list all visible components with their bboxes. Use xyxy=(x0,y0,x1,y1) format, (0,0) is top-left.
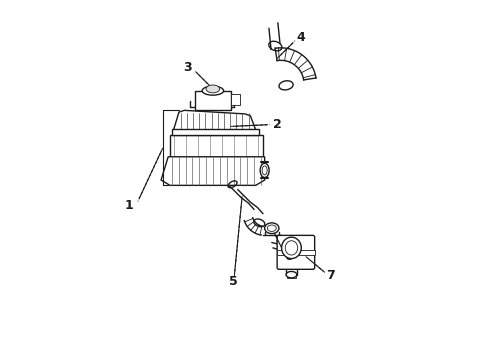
FancyBboxPatch shape xyxy=(231,94,240,105)
Ellipse shape xyxy=(206,85,220,93)
Text: 7: 7 xyxy=(326,269,335,282)
FancyBboxPatch shape xyxy=(277,249,315,255)
Text: 4: 4 xyxy=(296,31,305,44)
Polygon shape xyxy=(161,157,265,185)
Text: 5: 5 xyxy=(229,275,238,288)
Text: 6: 6 xyxy=(284,250,293,263)
Ellipse shape xyxy=(202,86,223,95)
Text: 3: 3 xyxy=(184,61,192,74)
Ellipse shape xyxy=(260,163,269,177)
Ellipse shape xyxy=(265,223,279,234)
FancyBboxPatch shape xyxy=(287,273,296,278)
Ellipse shape xyxy=(282,237,301,258)
Text: 2: 2 xyxy=(273,118,282,131)
FancyBboxPatch shape xyxy=(170,135,263,157)
FancyBboxPatch shape xyxy=(172,129,259,135)
Polygon shape xyxy=(173,111,256,130)
FancyBboxPatch shape xyxy=(195,91,231,111)
Ellipse shape xyxy=(286,271,297,278)
FancyBboxPatch shape xyxy=(277,235,315,269)
Text: 1: 1 xyxy=(124,198,133,212)
